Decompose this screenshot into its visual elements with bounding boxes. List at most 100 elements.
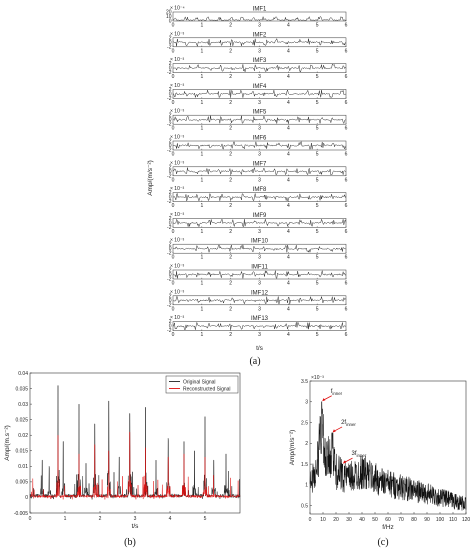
imf-x-tick-label: 4 [287, 203, 290, 209]
imf-x-tick-label: 1 [200, 203, 203, 209]
imf-x-tick-label: 0 [172, 126, 175, 132]
x-tick-label-c: 40 [359, 517, 365, 523]
imf-x-tick-label: 6 [345, 281, 348, 287]
imf-x-tick-label: 3 [258, 255, 261, 261]
imf-plot-frame [172, 11, 347, 22]
y-tick-label-b: 0.03 [18, 402, 28, 408]
imf-y-tick: -2 [167, 44, 172, 50]
y-tick-label-b: 0 [25, 495, 28, 501]
imf-x-tick-label: 4 [287, 255, 290, 261]
envelope-spectrum-chart: 0.5 1 1.5 2 2.5 3 3.5 0 10 20 30 40 50 60 70 80 90 100 110… [289, 375, 470, 531]
x-tick-label-c: 10 [320, 517, 326, 523]
spectrum-line [309, 401, 467, 511]
x-axis-label-b: t/s [132, 523, 140, 530]
imf-x-tick-label: 2 [229, 332, 232, 338]
y-axis-label-c: Amp/(m/s⁻²) [289, 430, 296, 466]
imf-x-tick-label: 5 [316, 126, 319, 132]
imf-y-tick: 2 [169, 113, 172, 119]
imf-x-tick-label: 2 [229, 152, 232, 158]
imf-x-tick-label: 2 [229, 126, 232, 132]
harmonic-arrow-head [343, 460, 347, 464]
harmonic-arrow-head [322, 398, 326, 402]
imf-x-tick-label: 4 [287, 126, 290, 132]
imf-x-tick-label: 1 [200, 126, 203, 132]
x-tick-label-c: 20 [333, 517, 339, 523]
y-tick-label-b: -0.005 [14, 511, 28, 517]
imf-panel-13: IMF13× 10⁻³20-20 1 2 3 4 5 6 [167, 315, 348, 338]
imf-panel-11: IMF11× 10⁻³20-20 1 2 3 4 5 6 [167, 264, 348, 287]
imf-x-tick-label: 3 [258, 306, 261, 312]
x-tick-label-c: 90 [424, 517, 430, 523]
harmonic-label: 2finner [341, 420, 356, 427]
imf-y-tick: 10 [166, 14, 172, 20]
imf-x-tick-label: 6 [345, 255, 348, 261]
imf-y-tick: 2 [169, 61, 172, 67]
imf-x-tick-label: 6 [345, 306, 348, 312]
x-tick-label-c: 50 [372, 517, 378, 523]
imf-y-tick: -2 [167, 225, 172, 231]
y-tick-label-b: 0.01 [18, 464, 28, 470]
imf-x-tick-label: 5 [316, 177, 319, 183]
imf-x-tick-label: 2 [229, 203, 232, 209]
imf-y-tick: 0 [169, 169, 172, 175]
imf-signal-line [172, 193, 347, 202]
x-tick-label-c: 30 [346, 517, 352, 523]
imf-signal-line [172, 296, 347, 305]
imf-x-tick-label: 6 [345, 332, 348, 338]
imf-x-tick-label: 2 [229, 229, 232, 235]
imf-x-tick-label: 0 [172, 332, 175, 338]
imf-x-tick-label: 3 [258, 332, 261, 338]
imf-x-tick-label: 5 [316, 74, 319, 80]
imf-exponent-label: × 10⁻³ [170, 186, 185, 192]
imf-y-tick: -2 [167, 277, 172, 283]
imf-x-tick-label: 2 [229, 281, 232, 287]
imf-panel-10: IMF10× 10⁻³20-20 1 2 3 4 5 6 [167, 238, 348, 261]
imf-exponent-label: × 10⁻³ [170, 160, 185, 166]
imf-x-tick-label: 4 [287, 229, 290, 235]
imf-x-tick-label: 0 [172, 48, 175, 54]
imf-y-tick: 2 [169, 190, 172, 196]
imf-x-tick-label: 0 [172, 152, 175, 158]
legend-box [165, 375, 239, 394]
imf-x-tick-label: 2 [229, 74, 232, 80]
imf-y-tick: 2 [169, 216, 172, 222]
imf-x-tick-label: 6 [345, 229, 348, 235]
caption-c: (c) [377, 537, 388, 548]
imf-y-tick: 0 [169, 272, 172, 278]
x-tick-label-b: 2 [99, 516, 102, 522]
imf-x-tick-label: 1 [200, 332, 203, 338]
imf-x-tick-label: 6 [345, 152, 348, 158]
imf-panel-9: IMF9× 10⁻³20-20 1 2 3 4 5 6 [167, 212, 348, 235]
imf-x-tick-label: 0 [172, 100, 175, 106]
y-tick-label-c: 2.5 [301, 420, 308, 426]
imf-exponent-label: × 10⁻⁴ [170, 6, 185, 12]
imf-y-tick: -2 [167, 122, 172, 128]
imf-exponent-label: × 10⁻³ [170, 289, 185, 295]
imf-x-tick-label: 4 [287, 100, 290, 106]
imf-x-tick-label: 1 [200, 306, 203, 312]
imf-signal-line [172, 115, 347, 125]
harmonic-label: 3finner [352, 451, 367, 458]
imf-y-tick: 0 [169, 324, 172, 330]
caption-b: (b) [124, 537, 136, 548]
x-tick-label-c: 0 [309, 517, 312, 523]
imf-panel-title: IMF3 [253, 58, 267, 64]
imf-x-tick-label: 3 [258, 229, 261, 235]
imf-panel-title: IMF1 [253, 7, 267, 13]
imf-x-tick-label: 5 [316, 281, 319, 287]
imf-signal-line [172, 321, 347, 330]
x-tick-label-b: 5 [204, 516, 207, 522]
imf-exponent-label: × 10⁻³ [170, 83, 185, 89]
caption-a: (a) [249, 356, 260, 367]
imf-y-tick: 0 [169, 19, 172, 25]
imf-x-tick-label: 0 [172, 255, 175, 261]
imf-x-tick-label: 3 [258, 203, 261, 209]
harmonic-annotation-1: finner [322, 389, 343, 402]
imf-exponent-label: × 10⁻³ [170, 212, 185, 218]
imf-y-tick: 0 [169, 143, 172, 149]
imf-y-tick: 0 [169, 91, 172, 97]
x-axis-label-c: f/Hz [382, 524, 394, 531]
harmonic-annotation-3: 3finner [343, 451, 367, 464]
imf-x-tick-label: 0 [172, 203, 175, 209]
imf-x-tick-label: 2 [229, 23, 232, 29]
